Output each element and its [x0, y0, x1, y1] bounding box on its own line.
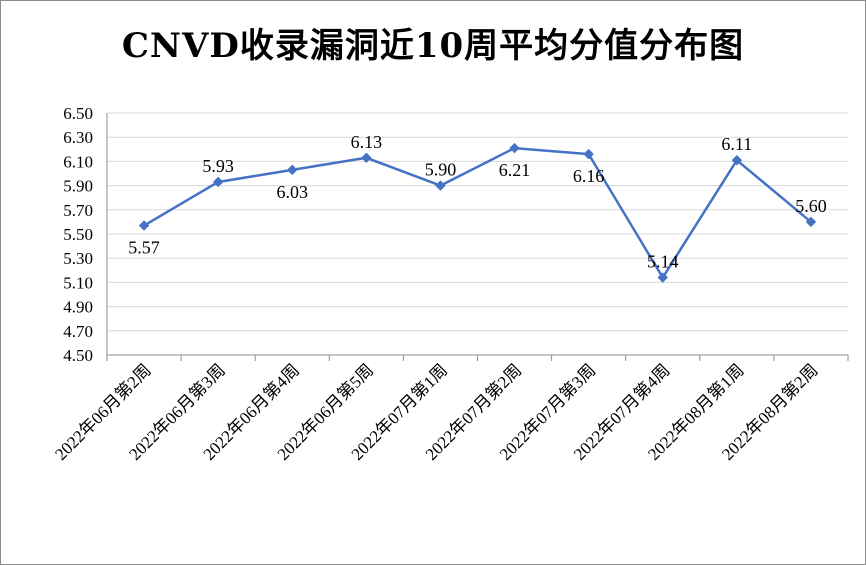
- y-tick-label: 5.30: [63, 249, 93, 268]
- data-label: 6.16: [573, 166, 605, 186]
- data-point: [287, 164, 298, 176]
- data-point: [361, 152, 372, 163]
- data-label: 6.21: [499, 160, 531, 180]
- y-tick-label: 4.90: [63, 298, 93, 317]
- data-point: [657, 272, 668, 283]
- data-point: [435, 180, 446, 191]
- series-line-layer: [138, 142, 817, 283]
- y-tick-label: 4.50: [63, 346, 93, 365]
- data-label: 6.13: [351, 132, 383, 152]
- data-labels: 5.57 5.93 6.03 6.13 5.90 6.21 6.16 5.14 6.11 5.60: [128, 132, 826, 272]
- data-point: [138, 220, 150, 231]
- data-point: [805, 216, 817, 228]
- data-label: 5.14: [647, 252, 679, 272]
- data-label: 6.03: [277, 182, 309, 202]
- x-tick-labels: 2022年06月第2周2022年06月第3周2022年06月第4周2022年06…: [51, 360, 821, 464]
- series-line: [143, 146, 812, 279]
- y-tick-label: 5.90: [63, 177, 93, 196]
- data-label: 5.90: [425, 160, 457, 180]
- data-label: 5.60: [795, 196, 827, 216]
- y-tick-label: 4.70: [63, 322, 93, 341]
- data-label: 6.11: [721, 134, 752, 154]
- y-tick-label: 6.30: [63, 128, 93, 147]
- y-tick-label: 6.10: [63, 152, 93, 171]
- y-tick-label: 5.50: [63, 225, 93, 244]
- y-tick-label: 5.70: [63, 201, 93, 220]
- y-tick-label: 5.10: [63, 273, 93, 292]
- y-tick-label: 6.50: [63, 104, 93, 123]
- chart-title: CNVD收录漏洞近10周平均分值分布图: [121, 26, 745, 66]
- data-point: [731, 154, 743, 166]
- gridlines: [107, 112, 848, 332]
- data-point: [583, 148, 594, 160]
- data-label: 5.93: [202, 156, 234, 176]
- data-label: 5.57: [128, 238, 160, 258]
- y-tick-labels: 4.50 4.70 4.90 5.10 5.30 5.50 5.70 5.90 6.10 6.30…: [63, 104, 93, 365]
- axes: [106, 113, 849, 361]
- data-point: [212, 176, 224, 188]
- data-point: [509, 142, 520, 154]
